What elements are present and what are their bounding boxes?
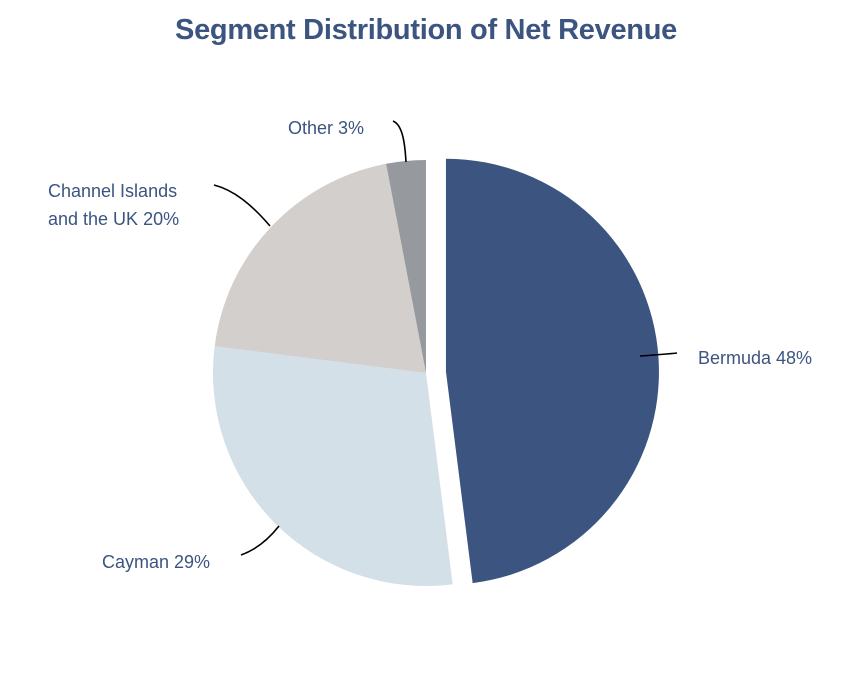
pie-slice-channel-islands-and-the-uk xyxy=(214,163,426,373)
pie-slice-cayman xyxy=(213,346,453,586)
chart-title: Segment Distribution of Net Revenue xyxy=(175,14,677,46)
leader-line-channel-islands xyxy=(213,184,271,227)
pie-slices xyxy=(213,158,659,586)
slice-label-channel-islands-line2: and the UK 20% xyxy=(48,209,179,229)
leader-line-other xyxy=(392,120,407,163)
slice-label-channel-islands-line1: Channel Islands xyxy=(48,181,177,201)
pie-slice-other xyxy=(386,160,426,373)
slice-label-cayman: Cayman 29% xyxy=(102,552,210,572)
pie-slice-bermuda xyxy=(445,158,659,584)
slice-label-bermuda: Bermuda 48% xyxy=(698,348,812,368)
leader-line-bermuda xyxy=(639,352,678,357)
slice-label-other: Other 3% xyxy=(288,118,364,138)
leader-line-cayman xyxy=(240,525,280,556)
